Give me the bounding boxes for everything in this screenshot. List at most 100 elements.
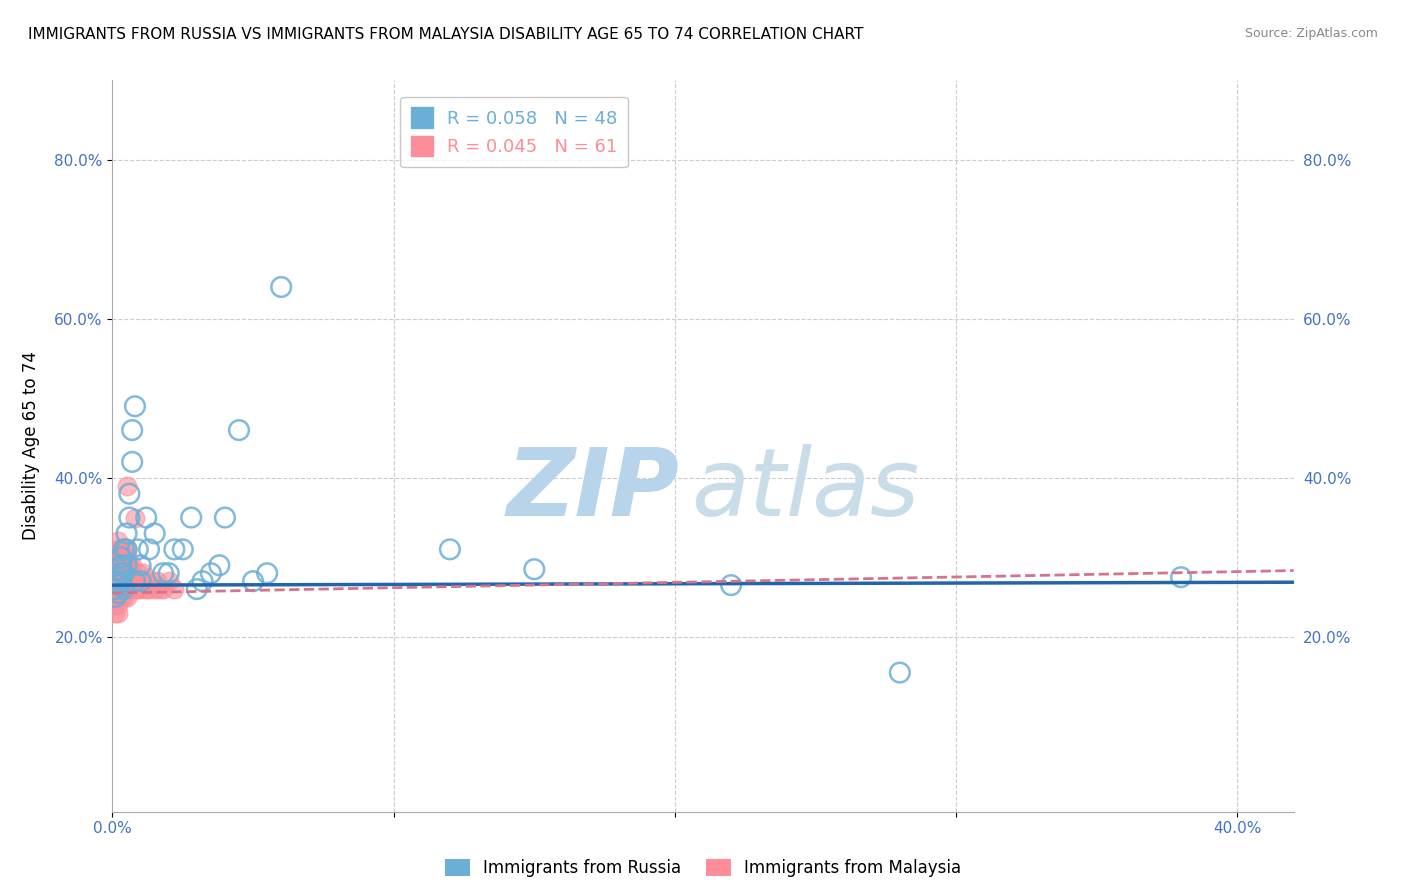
Point: [115, 542, 138, 557]
Point: [172, 542, 194, 557]
Point: [152, 582, 174, 596]
Point: [107, 566, 129, 581]
Point: [115, 574, 138, 589]
Point: [121, 423, 143, 437]
Point: [191, 574, 214, 589]
Point: [104, 582, 127, 596]
Point: [200, 566, 222, 581]
Point: [110, 574, 132, 589]
Point: [135, 510, 157, 524]
Point: [180, 510, 202, 524]
Point: [256, 566, 278, 581]
Point: [124, 574, 146, 589]
Point: [107, 582, 129, 596]
Point: [107, 598, 129, 612]
Point: [121, 558, 143, 573]
Point: [143, 526, 166, 541]
Point: [118, 558, 141, 573]
Point: [115, 526, 138, 541]
Point: [228, 423, 250, 437]
Point: [214, 510, 236, 524]
Point: [107, 578, 129, 592]
Point: [129, 558, 152, 573]
Point: [107, 590, 129, 604]
Point: [112, 558, 135, 573]
Point: [118, 566, 141, 581]
Point: [104, 574, 127, 589]
Point: [110, 590, 132, 604]
Point: [141, 574, 163, 589]
Point: [104, 590, 127, 604]
Point: [138, 542, 160, 557]
Point: [146, 574, 169, 589]
Point: [439, 542, 461, 557]
Point: [129, 574, 152, 589]
Point: [121, 574, 143, 589]
Point: [118, 486, 141, 500]
Point: [124, 510, 146, 524]
Point: [143, 582, 166, 596]
Point: [720, 578, 742, 592]
Point: [110, 558, 132, 573]
Point: [121, 455, 143, 469]
Point: [242, 574, 264, 589]
Point: [270, 280, 292, 294]
Point: [107, 570, 129, 584]
Point: [104, 598, 127, 612]
Point: [115, 550, 138, 565]
Point: [112, 590, 135, 604]
Point: [104, 566, 127, 581]
Point: [112, 566, 135, 581]
Point: [110, 566, 132, 581]
Point: [163, 542, 186, 557]
Point: [112, 582, 135, 596]
Point: [523, 562, 546, 576]
Point: [129, 582, 152, 596]
Point: [115, 582, 138, 596]
Point: [112, 566, 135, 581]
Point: [157, 566, 180, 581]
Point: [115, 590, 138, 604]
Point: [121, 566, 143, 581]
Point: [118, 574, 141, 589]
Y-axis label: Disability Age 65 to 74: Disability Age 65 to 74: [22, 351, 41, 541]
Point: [112, 542, 135, 557]
Point: [110, 550, 132, 565]
Point: [132, 566, 155, 581]
Text: atlas: atlas: [692, 444, 920, 535]
Point: [115, 558, 138, 573]
Point: [110, 558, 132, 573]
Point: [104, 574, 127, 589]
Point: [107, 574, 129, 589]
Point: [112, 574, 135, 589]
Point: [112, 582, 135, 596]
Point: [104, 574, 127, 589]
Point: [115, 479, 138, 493]
Legend: Immigrants from Russia, Immigrants from Malaysia: Immigrants from Russia, Immigrants from …: [437, 852, 969, 884]
Text: Source: ZipAtlas.com: Source: ZipAtlas.com: [1244, 27, 1378, 40]
Point: [115, 558, 138, 573]
Point: [107, 542, 129, 557]
Point: [124, 399, 146, 413]
Point: [110, 550, 132, 565]
Point: [186, 582, 208, 596]
Point: [149, 582, 172, 596]
Point: [163, 582, 186, 596]
Point: [157, 574, 180, 589]
Point: [110, 582, 132, 596]
Point: [1170, 570, 1192, 584]
Point: [127, 542, 149, 557]
Point: [104, 590, 127, 604]
Point: [118, 510, 141, 524]
Point: [115, 542, 138, 557]
Legend: R = 0.058   N = 48, R = 0.045   N = 61: R = 0.058 N = 48, R = 0.045 N = 61: [401, 96, 628, 167]
Point: [104, 558, 127, 573]
Text: IMMIGRANTS FROM RUSSIA VS IMMIGRANTS FROM MALAYSIA DISABILITY AGE 65 TO 74 CORRE: IMMIGRANTS FROM RUSSIA VS IMMIGRANTS FRO…: [28, 27, 863, 42]
Point: [107, 606, 129, 620]
Point: [208, 558, 231, 573]
Point: [107, 586, 129, 600]
Point: [124, 574, 146, 589]
Point: [889, 665, 911, 680]
Point: [135, 582, 157, 596]
Point: [107, 550, 129, 565]
